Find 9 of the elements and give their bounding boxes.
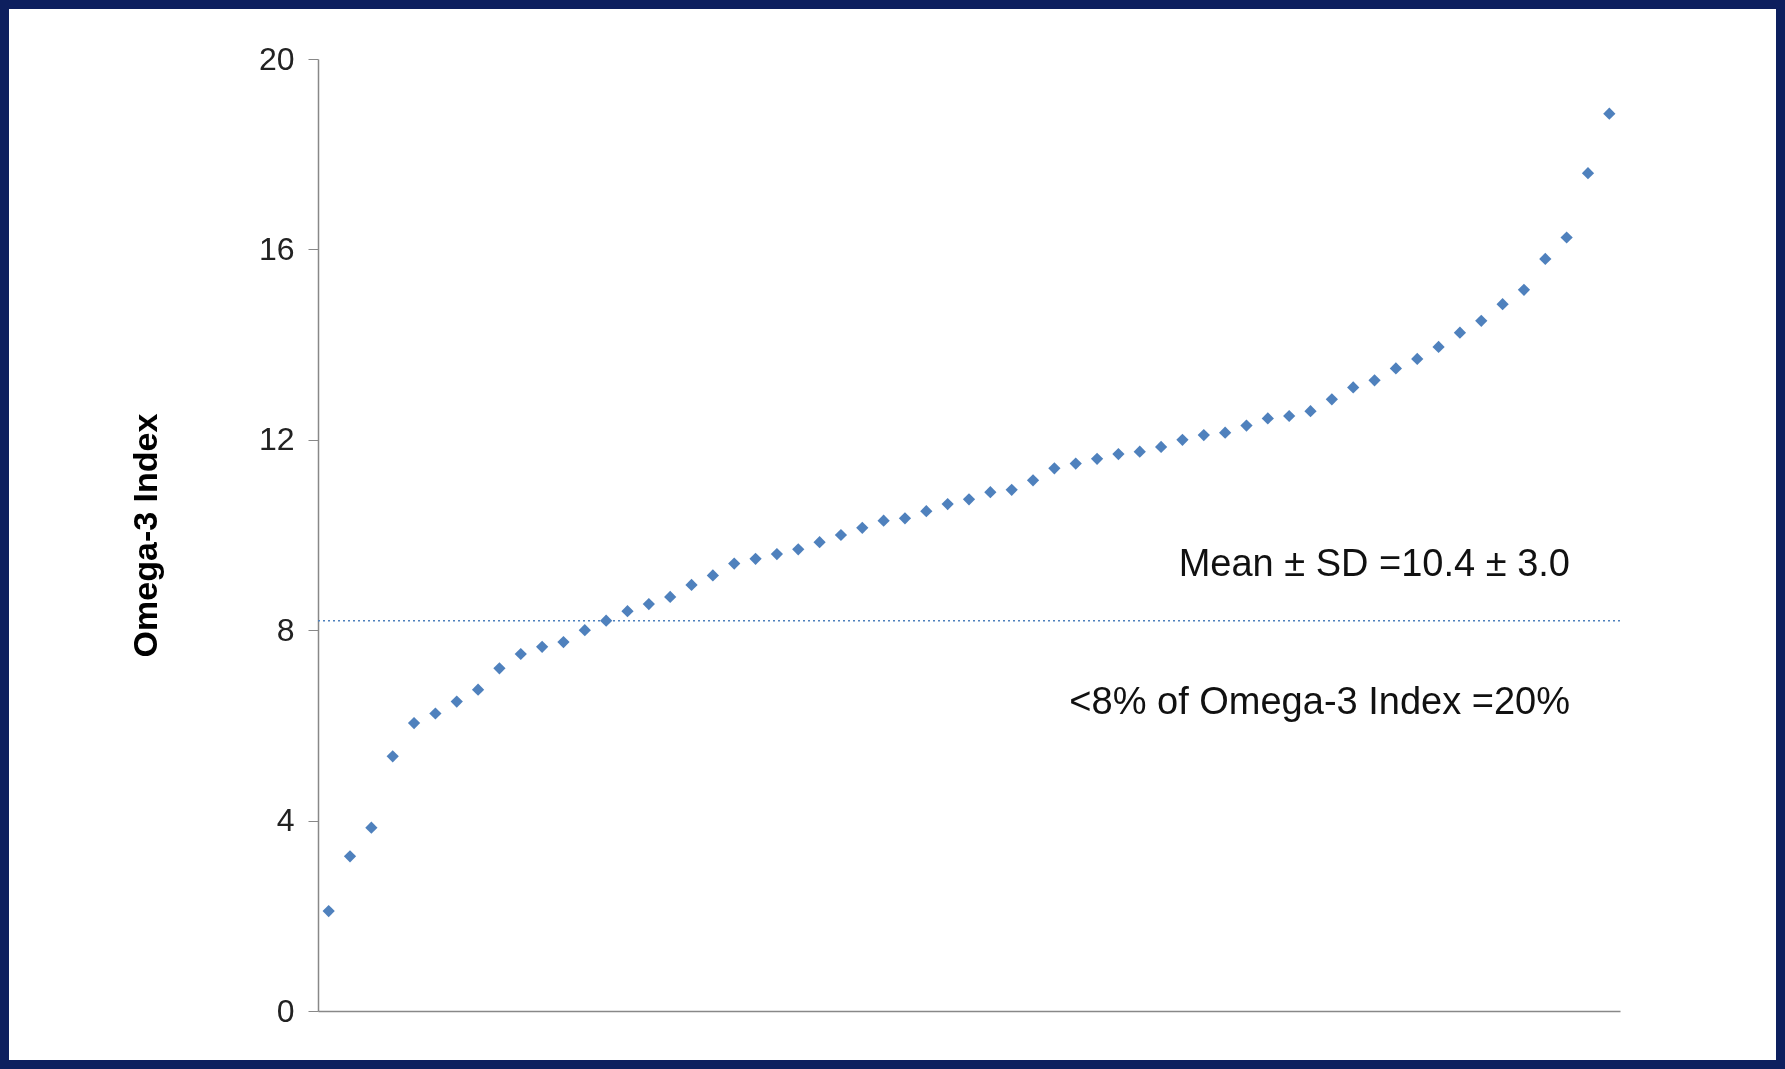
y-tick-label: 16 <box>258 230 295 267</box>
y-tick-label: 0 <box>276 992 295 1029</box>
y-axis-title: Omega-3 Index <box>125 413 164 658</box>
y-tick-label: 8 <box>276 611 295 648</box>
annotation: Mean ± SD =10.4 ± 3.0 <box>1178 542 1570 584</box>
y-tick-label: 4 <box>276 802 295 839</box>
y-tick-label: 20 <box>258 40 295 77</box>
y-tick-label: 12 <box>258 421 295 458</box>
annotation: <8% of Omega-3 Index =20% <box>1069 680 1570 722</box>
